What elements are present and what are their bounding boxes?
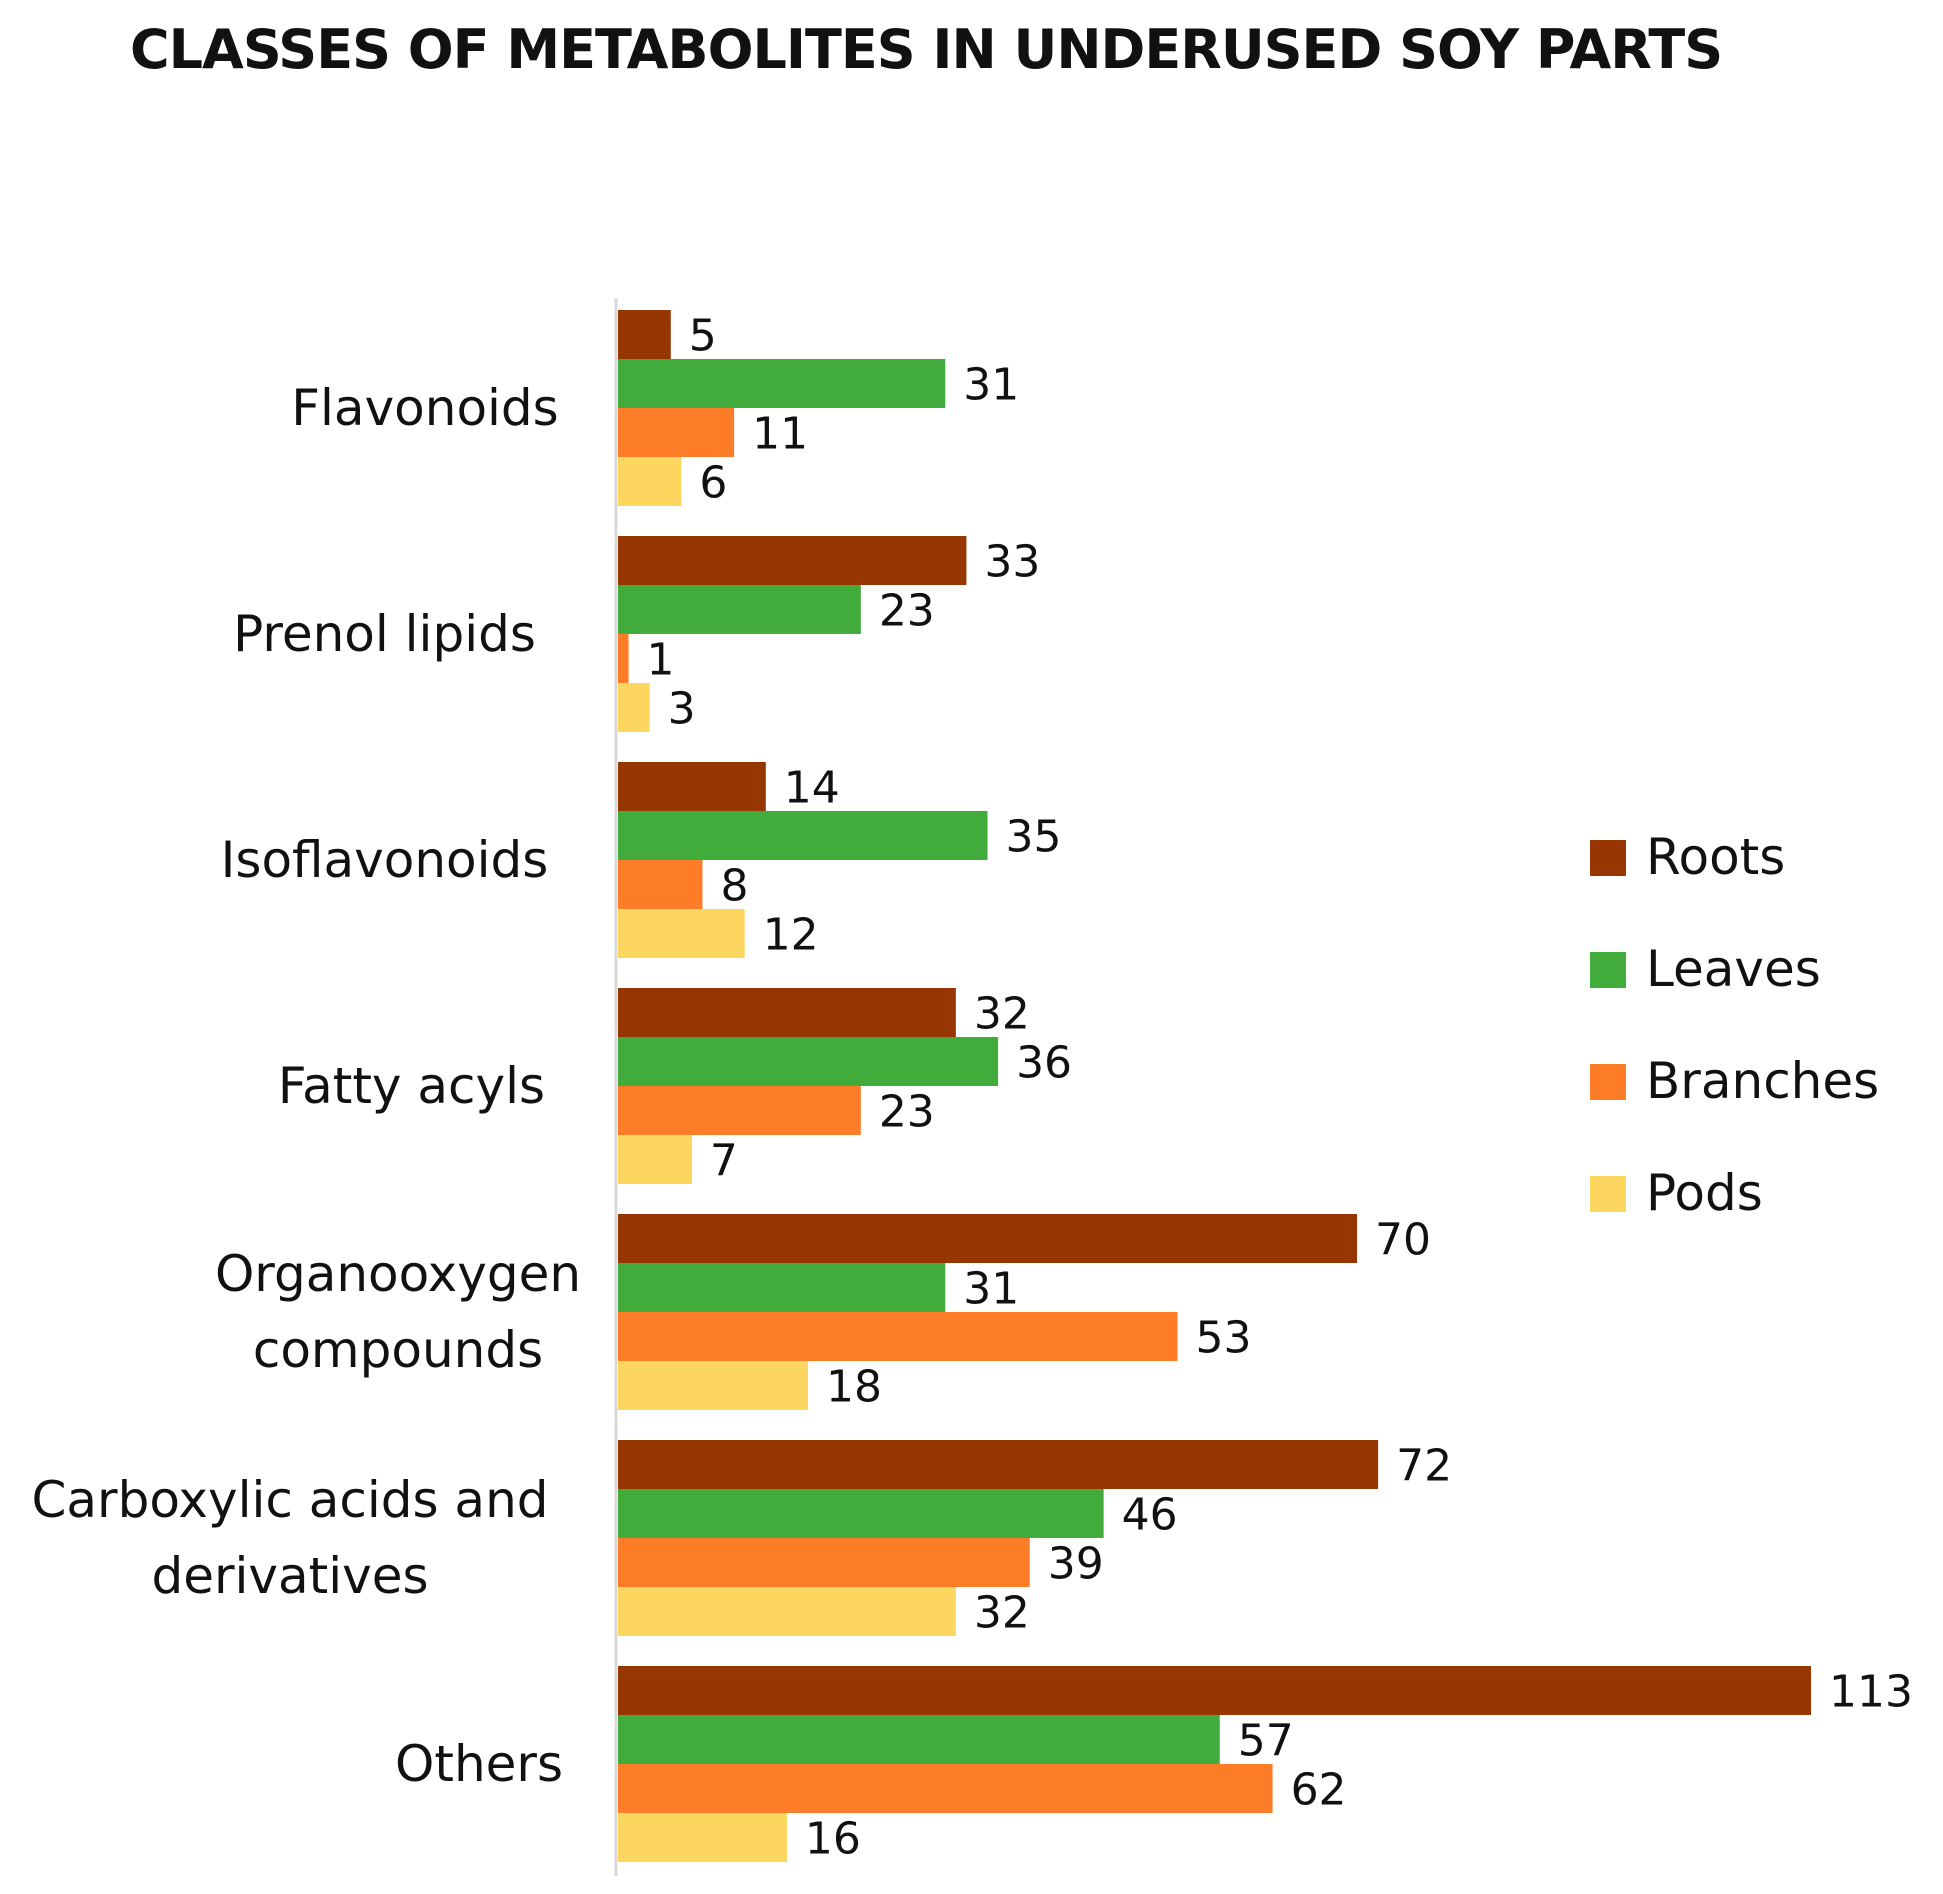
data-label-roots: 70 [1375,1215,1431,1266]
bar-pods [618,683,650,732]
bar-leaves [618,1489,1104,1538]
category-label: Others [395,1735,563,1793]
data-label-leaves: 36 [1016,1038,1072,1089]
legend-swatch-roots [1590,840,1626,876]
bar-roots [618,762,766,811]
legend-label-roots: Roots [1646,828,1785,886]
data-label-pods: 32 [974,1588,1030,1639]
legend-swatch-leaves [1590,952,1626,988]
category-labels-layer: Flavonoids Prenol lipids Isoflavonoids Fatt… [31,379,581,1793]
data-label-leaves: 46 [1122,1490,1178,1541]
bar-branches [618,408,735,457]
data-label-pods: 3 [668,684,696,735]
bar-pods [618,1813,787,1862]
category-label: Flavonoids [291,379,558,437]
bar-branches [618,1764,1273,1813]
category-label: Fatty acyls [278,1057,545,1115]
data-label-roots: 32 [974,989,1030,1040]
legend-label-pods: Pods [1646,1164,1763,1222]
bar-roots [618,1666,1811,1715]
data-label-roots: 113 [1829,1667,1913,1718]
bar-branches [618,1538,1030,1587]
bar-branches [618,634,629,683]
data-label-branches: 39 [1048,1539,1104,1590]
data-label-roots: 33 [984,537,1040,588]
bar-roots [618,988,956,1037]
bar-roots [618,1214,1358,1263]
bar-roots [618,1440,1379,1489]
bar-roots [618,310,671,359]
data-label-pods: 6 [699,458,727,509]
bar-leaves [618,811,988,860]
data-label-roots: 72 [1396,1441,1452,1492]
legend: Roots Leaves Branches Pods [1590,828,1879,1222]
data-label-leaves: 31 [963,360,1019,411]
category-label: Organooxygen compounds [215,1245,581,1379]
data-label-branches: 62 [1291,1765,1347,1816]
bar-pods [618,1587,956,1636]
data-label-leaves: 35 [1006,812,1062,863]
data-label-leaves: 23 [879,586,935,637]
bar-pods [618,1361,809,1410]
bar-leaves [618,1715,1220,1764]
data-label-pods: 18 [826,1362,882,1413]
data-label-branches: 1 [647,635,675,686]
data-label-leaves: 31 [963,1264,1019,1315]
bars-layer [618,310,1811,1862]
data-label-leaves: 57 [1238,1716,1294,1767]
legend-swatch-pods [1590,1176,1626,1212]
data-label-branches: 23 [879,1087,935,1138]
bar-leaves [618,585,861,634]
value-labels-layer: 5311163323131435812323623770315318724639… [647,311,1913,1865]
bar-pods [618,457,682,506]
bar-branches [618,1312,1178,1361]
data-label-branches: 8 [720,861,748,912]
data-label-roots: 14 [784,763,840,814]
category-label: Isoflavonoids [221,831,549,889]
chart-title: CLASSES OF METABOLITES IN UNDERUSED SOY … [130,18,1723,81]
bar-roots [618,536,967,585]
legend-swatch-branches [1590,1064,1626,1100]
bar-leaves [618,359,946,408]
category-label: Carboxylic acids and derivatives [31,1471,548,1605]
legend-label-branches: Branches [1646,1052,1879,1110]
bar-pods [618,1135,692,1184]
legend-label-leaves: Leaves [1646,940,1821,998]
bar-pods [618,909,745,958]
data-label-pods: 16 [805,1814,861,1865]
data-label-pods: 7 [710,1136,738,1187]
bar-leaves [618,1263,946,1312]
data-label-branches: 11 [752,409,808,460]
bar-branches [618,860,703,909]
bar-leaves [618,1037,999,1086]
category-label: Prenol lipids [233,605,536,663]
data-label-roots: 5 [689,311,717,362]
data-label-branches: 53 [1196,1313,1252,1364]
bar-branches [618,1086,861,1135]
data-label-pods: 12 [763,910,819,961]
